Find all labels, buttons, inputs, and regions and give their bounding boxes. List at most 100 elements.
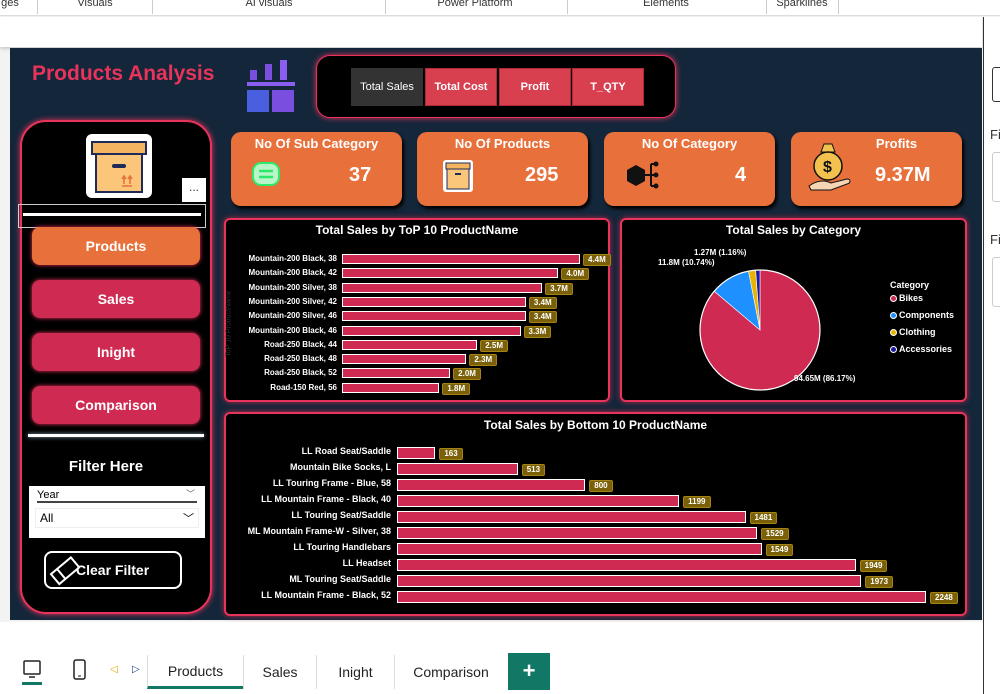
ribbon-elements[interactable]: Elements	[643, 0, 689, 9]
measure-t-qty[interactable]: T_QTY	[572, 68, 644, 106]
data-label: 3.3M	[523, 325, 552, 338]
chart-title: Total Sales by Category	[725, 223, 862, 237]
kpi-sub-category: No Of Sub Category 37	[231, 132, 402, 206]
bar	[397, 543, 762, 555]
legend-label: Accessories	[899, 344, 953, 354]
chat-icon	[252, 162, 280, 186]
hierarchy-icon	[627, 161, 659, 189]
filter-title: Filter Here	[68, 458, 144, 475]
bar	[397, 591, 926, 603]
bar-category-label: LL Road Seat/Saddle	[301, 446, 391, 456]
bar-category-label: LL Mountain Frame - Black, 40	[261, 494, 391, 504]
clear-filter-button[interactable]: Clear Filter	[44, 551, 182, 589]
legend-title: Category	[890, 280, 930, 290]
bar-category-label: LL Touring Seat/Saddle	[291, 510, 391, 520]
bar	[342, 282, 543, 293]
data-label: 1199	[683, 496, 711, 508]
nav-products[interactable]: Products	[32, 227, 200, 265]
kpi-value: 9.37M	[875, 164, 931, 186]
data-label: 4.4M	[583, 254, 611, 266]
data-label: 513	[521, 464, 546, 476]
navigation-panel: ... Products Sales Inight Comparison Fil…	[18, 120, 212, 614]
legend-item: Clothing	[890, 327, 936, 337]
bar-category-label: Mountain-200 Silver, 46	[248, 311, 337, 321]
chevron-down-icon: ﹀	[183, 513, 194, 525]
ribbon-pages[interactable]: ges	[1, 0, 19, 9]
ribbon-ai-visuals[interactable]: AI visuals	[245, 0, 293, 9]
pie-data-label: 94.65M (86.17%)	[794, 374, 856, 383]
bar	[397, 447, 436, 459]
tab-inight[interactable]: Inight	[316, 655, 394, 689]
legend-marker	[890, 346, 897, 353]
data-label: 2.3M	[469, 354, 498, 367]
bar-category-label: ML Mountain Frame-W - Silver, 38	[247, 526, 391, 536]
data-label: 3.4M	[528, 296, 557, 309]
slicer-field-label[interactable]: Year ﹀	[37, 489, 197, 503]
bar	[342, 296, 526, 307]
filters-pane[interactable]: Fi Fi	[983, 17, 1000, 694]
tab-sales[interactable]: Sales	[243, 655, 316, 689]
legend-label: Components	[899, 310, 954, 320]
bar-category-label: Road-250 Black, 52	[264, 368, 337, 378]
bar-category-label: Mountain-200 Silver, 38	[248, 282, 337, 292]
data-label: 1529	[760, 528, 789, 540]
next-page-icon[interactable]: ▷	[132, 664, 140, 675]
data-label: 800	[589, 480, 613, 492]
tab-comparison[interactable]: Comparison	[394, 655, 507, 689]
tab-products[interactable]: Products	[147, 655, 243, 689]
kpi-title: Profits	[875, 136, 918, 151]
ribbon-sparklines[interactable]: Sparklines	[776, 0, 828, 9]
kpi-profits: Profits $ 9.37M	[791, 132, 962, 206]
kpi-value: 295	[525, 164, 559, 186]
bar-category-label: Mountain-200 Silver, 42	[248, 296, 337, 306]
nav-sales[interactable]: Sales	[32, 280, 200, 318]
page-tabs-bar	[0, 622, 983, 694]
pie-data-label: 1.27M (1.16%)	[694, 248, 747, 257]
legend-marker	[890, 329, 897, 336]
pie-outline	[699, 269, 821, 391]
ribbon-power-platform[interactable]: Power Platform	[437, 0, 513, 9]
box-icon	[86, 134, 152, 198]
bar-category-label: Road-250 Black, 44	[264, 339, 337, 349]
kpi-value: 37	[349, 164, 372, 186]
legend-label: Clothing	[899, 327, 936, 337]
data-label: 3.7M	[545, 282, 573, 295]
prev-page-icon[interactable]: ◁	[110, 664, 118, 675]
desktop-view-icon[interactable]	[22, 660, 42, 686]
ribbon: ges Visuals AI visuals Power Platform El…	[0, 0, 1000, 16]
measure-selector: Total Sales Total Cost Profit T_QTY	[316, 55, 676, 118]
bar	[342, 382, 440, 393]
bar	[342, 354, 467, 365]
kpi-value: 4	[735, 164, 747, 186]
more-options-button[interactable]: ...	[182, 178, 206, 202]
bar-category-label: LL Touring Handlebars	[293, 542, 391, 552]
box-icon	[443, 160, 473, 192]
data-label: 163	[439, 448, 463, 460]
bar-category-label: Mountain-200 Black, 38	[248, 254, 337, 263]
mobile-view-icon[interactable]	[73, 659, 87, 681]
chart-title: Total Sales by Bottom 10 ProductName	[483, 418, 708, 432]
top10-sales-chart: Total Sales by ToP 10 ProductName ToP 10…	[224, 218, 611, 402]
ribbon-visuals[interactable]: Visuals	[77, 0, 113, 9]
legend-marker	[890, 295, 897, 302]
data-label: 2248	[930, 592, 958, 604]
bar-category-label: Mountain-200 Black, 42	[248, 268, 337, 278]
bar-category-label: LL Mountain Frame - Black, 52	[261, 590, 391, 600]
add-page-button[interactable]: +	[508, 653, 550, 690]
bar	[397, 495, 680, 507]
bar-category-label: Road-250 Black, 48	[264, 354, 337, 364]
legend-marker	[890, 312, 897, 319]
data-label: 1481	[749, 512, 778, 524]
bar-category-label: ML Touring Seat/Saddle	[289, 574, 391, 584]
pie-plot	[699, 269, 821, 391]
measure-total-sales[interactable]: Total Sales	[351, 68, 423, 106]
bar-category-label: Mountain-200 Black, 46	[248, 325, 337, 335]
bar	[342, 268, 559, 279]
year-dropdown[interactable]: All ﹀	[35, 508, 199, 528]
bar	[342, 368, 451, 379]
nav-comparison[interactable]: Comparison	[32, 386, 200, 424]
kpi-title: No Of Sub Category	[254, 136, 379, 151]
measure-profit[interactable]: Profit	[499, 68, 571, 106]
measure-total-cost[interactable]: Total Cost	[425, 68, 497, 106]
nav-inight[interactable]: Inight	[32, 333, 200, 371]
